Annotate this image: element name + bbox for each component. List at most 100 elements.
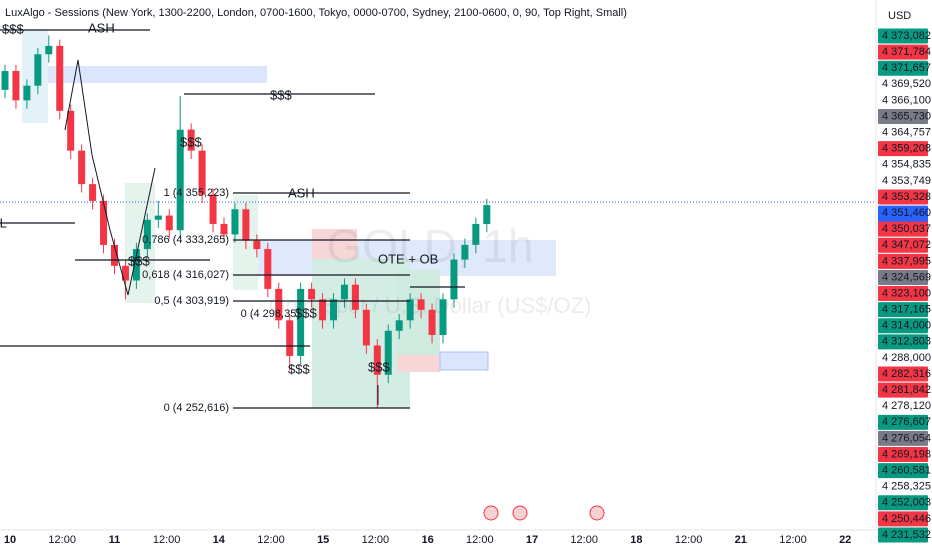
- price-tag: [878, 366, 928, 382]
- price-label: 4 364,757: [882, 126, 931, 138]
- candle-body: [220, 223, 228, 235]
- price-label: 4 353,328: [882, 191, 931, 203]
- candle-body: [483, 205, 491, 224]
- price-label: 4 260,581: [882, 465, 931, 477]
- candle-body: [67, 110, 75, 151]
- price-tag: [878, 334, 928, 350]
- price-label: 4 353,749: [882, 175, 931, 187]
- price-tag: [878, 108, 928, 124]
- price-label: 4 337,995: [882, 255, 931, 267]
- candle-body: [187, 129, 195, 151]
- fib-label: 1 (4 355,223): [164, 187, 229, 199]
- time-label: 17: [526, 534, 538, 546]
- price-label: 4 373,082: [882, 30, 931, 42]
- liquidity-label: $$$: [368, 359, 390, 374]
- candle-body: [297, 288, 305, 356]
- ash-label: ASH: [288, 185, 315, 200]
- candle-body: [373, 345, 381, 375]
- candle-body: [121, 265, 129, 281]
- fib-label: 0 (4 298,35): [241, 308, 300, 320]
- candle-body: [78, 150, 86, 185]
- indicator-legend[interactable]: LuxAlgo - Sessions (New York, 1300-2200,…: [5, 7, 627, 19]
- liquidity-label: $$$: [2, 21, 24, 36]
- target-box: [312, 259, 410, 408]
- price-tag: [878, 253, 928, 269]
- stop-box: [397, 355, 440, 372]
- price-label: 4 278,120: [882, 400, 931, 412]
- time-label: 22: [839, 534, 851, 546]
- price-tag: [878, 286, 928, 302]
- price-label: 4 269,198: [882, 448, 931, 460]
- price-label: 4 281,842: [882, 384, 931, 396]
- candle-body: [253, 240, 261, 250]
- candle-body: [330, 299, 337, 321]
- price-label: 4 324,569: [882, 271, 931, 283]
- time-label: 12:00: [362, 534, 390, 546]
- liquidity-label: $$$: [180, 134, 202, 149]
- candle-body: [143, 219, 151, 250]
- price-label: 4 282,316: [882, 368, 931, 380]
- price-label: 4 276,054: [882, 432, 931, 444]
- candle-body: [472, 223, 480, 245]
- time-label: 12:00: [779, 534, 807, 546]
- event-icon[interactable]: [512, 505, 528, 521]
- time-axis: 10 12:00 11 12:00 14 12:00 15 12:00 16 12:00 17 12:…: [4, 534, 851, 546]
- candle-body: [450, 259, 458, 300]
- event-icon[interactable]: [589, 505, 605, 521]
- price-label: 4 354,835: [882, 159, 931, 171]
- price-tag: [878, 430, 928, 446]
- candle-body: [406, 299, 414, 321]
- candle-body: [176, 129, 184, 231]
- candle-body: [111, 244, 118, 266]
- price-tag: [878, 447, 928, 463]
- candle-body: [428, 309, 436, 335]
- price-label: 4 288,000: [882, 352, 931, 364]
- candle-body: [308, 288, 316, 300]
- candle-body: [439, 299, 447, 335]
- price-label: 4 258,325: [882, 481, 931, 493]
- candle-body: [275, 288, 283, 321]
- price-label: 4 371,657: [882, 62, 931, 74]
- time-label: 16: [421, 534, 433, 546]
- sl-label: SL: [0, 215, 7, 230]
- fib-label: 0,5 (4 303,919): [154, 295, 229, 307]
- annotations: ASH ASH $$$ $$$ $$$ $$$ $$$ $$$ $$$ SL O…: [0, 20, 438, 413]
- candle-body: [154, 215, 162, 220]
- price-label: 4 250,446: [882, 513, 931, 525]
- candle-body: [461, 244, 469, 260]
- price-label: 4 369,520: [882, 78, 931, 90]
- price-label: 4 276,607: [882, 416, 931, 428]
- liquidity-label: $$$: [128, 253, 150, 268]
- time-label: 12:00: [675, 534, 703, 546]
- price-tag: [878, 463, 928, 479]
- candle-body: [231, 209, 239, 235]
- candle-body: [417, 299, 425, 310]
- candle-body: [264, 249, 272, 289]
- candle-body: [384, 330, 392, 375]
- events: [483, 505, 605, 521]
- price-label: 4 312,803: [882, 336, 931, 348]
- candle-body: [395, 320, 403, 331]
- levels: [0, 29, 465, 409]
- price-tag: [878, 527, 928, 543]
- stop-box: [312, 229, 357, 259]
- price-label: 4 314,000: [882, 320, 931, 332]
- price-tag: [878, 269, 928, 285]
- price-tag: [878, 44, 928, 60]
- time-label: 12:00: [570, 534, 598, 546]
- candle-body: [100, 200, 108, 245]
- time-label: 15: [317, 534, 329, 546]
- time-label: 12:00: [257, 534, 285, 546]
- currency[interactable]: USD: [888, 10, 911, 22]
- price-tag: [878, 495, 928, 511]
- price-tag: [878, 511, 928, 527]
- candle-body: [89, 184, 97, 201]
- event-icon[interactable]: [483, 505, 499, 521]
- time-label: 18: [630, 534, 642, 546]
- order-block: [48, 66, 267, 83]
- liquidity-label: $$$: [288, 361, 310, 376]
- candle-body: [56, 45, 64, 111]
- time-label: 21: [735, 534, 747, 546]
- price-axis: 4 373,082 4 371,784 4 371,657 4 369,520 4 36…: [878, 28, 931, 543]
- price-label: 4 252,003: [882, 497, 931, 509]
